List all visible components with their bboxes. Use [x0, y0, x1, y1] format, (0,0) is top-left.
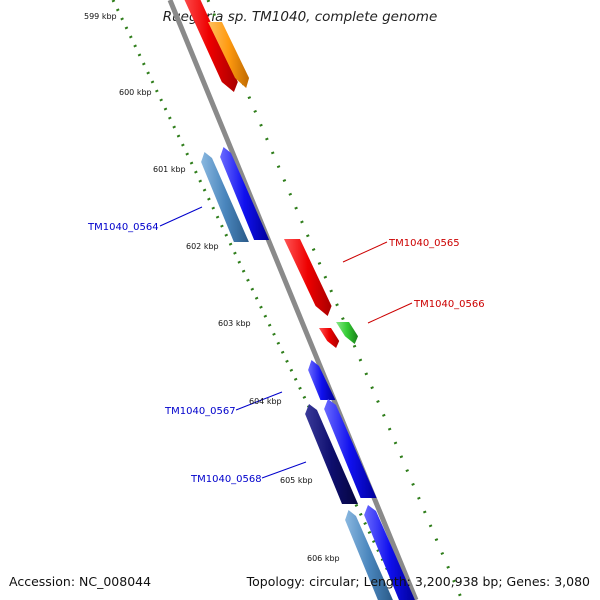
gene-arrow-tm1040-0566[interactable] — [336, 322, 359, 344]
gene-label-tm1040-0566[interactable]: TM1040_0566 — [413, 299, 485, 310]
gene-arrow-red-small[interactable] — [319, 328, 340, 348]
ruler-label: 599 kbp — [84, 12, 117, 21]
accession-text: Accession: NC_008044 — [9, 574, 152, 589]
gene-label-tm1040-0564[interactable]: TM1040_0564 — [87, 222, 159, 233]
genome-backbone — [167, 0, 419, 600]
gene-arrow-red-1[interactable] — [180, 0, 238, 92]
gene-arrow-tm1040-0568[interactable] — [305, 404, 358, 504]
genome-summary-text: Topology: circular; Length: 3,200,938 bp… — [246, 574, 590, 589]
ruler-label: 600 kbp — [119, 88, 152, 97]
gene-label-tm1040-0568[interactable]: TM1040_0568 — [190, 474, 262, 485]
connector-tm1040-0565 — [342, 241, 388, 263]
connector-tm1040-0568 — [261, 461, 307, 479]
ruler-label: 604 kbp — [249, 397, 282, 406]
gene-label-tm1040-0567[interactable]: TM1040_0567 — [164, 406, 236, 417]
gene-arrow-tm1040-0567[interactable] — [308, 360, 336, 400]
ruler-label: 602 kbp — [186, 242, 219, 251]
gene-arrow-orange-1[interactable] — [208, 22, 250, 88]
map-title: Ruegeria sp. TM1040, complete genome — [162, 9, 438, 25]
ruler-label: 606 kbp — [307, 554, 340, 563]
connector-tm1040-0564 — [159, 206, 203, 227]
gene-label-tm1040-0565[interactable]: TM1040_0565 — [388, 238, 460, 249]
gene-arrow-tm1040-0565[interactable] — [284, 239, 332, 316]
gene-arrow-blue-2[interactable] — [324, 399, 377, 498]
gene-arrow-steel-2[interactable] — [345, 510, 393, 600]
ruler-label: 603 kbp — [218, 319, 251, 328]
inner-tick-track — [111, 0, 404, 600]
gene-arrow-tm1040-0564-a[interactable] — [201, 152, 249, 242]
ruler-label: 605 kbp — [280, 476, 313, 485]
connector-tm1040-0566 — [367, 302, 413, 324]
connector-tm1040-0567 — [235, 391, 283, 411]
gene-arrow-tm1040-0564-b[interactable] — [220, 147, 270, 240]
ruler-label: 601 kbp — [153, 165, 186, 174]
gene-arrow-blue-3[interactable] — [364, 505, 415, 600]
